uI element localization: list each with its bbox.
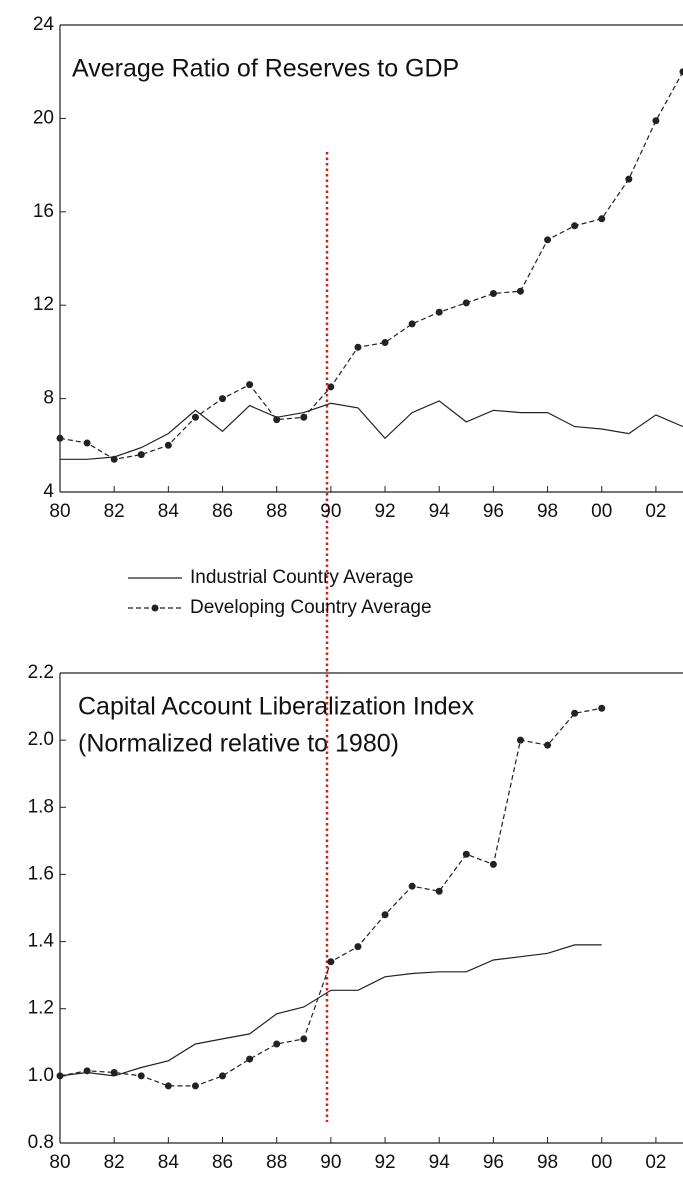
y-tick-label: 2.2 <box>28 662 54 683</box>
x-tick-label: 98 <box>537 1152 558 1173</box>
data-point <box>219 395 226 402</box>
data-point <box>111 1069 118 1076</box>
legend-label: Developing Country Average <box>190 597 432 618</box>
data-point <box>273 416 280 423</box>
x-tick-label: 02 <box>645 1152 666 1173</box>
y-tick-label: 2.0 <box>28 729 54 750</box>
data-point <box>165 442 172 449</box>
data-point <box>354 943 361 950</box>
y-tick-label: 12 <box>33 294 54 315</box>
x-tick-label: 84 <box>158 501 180 522</box>
data-point <box>138 451 145 458</box>
x-tick-label: 80 <box>49 1152 70 1173</box>
data-point <box>436 309 443 316</box>
data-point <box>571 222 578 229</box>
x-tick-label: 96 <box>483 1152 504 1173</box>
y-tick-label: 1.6 <box>28 863 54 884</box>
y-tick-label: 1.2 <box>28 998 54 1019</box>
chart-title: Capital Account Liberalization Index <box>78 693 475 721</box>
x-tick-label: 88 <box>266 501 287 522</box>
data-point <box>57 1072 64 1079</box>
legend-label: Industrial Country Average <box>190 567 414 588</box>
chart-subtitle: (Normalized relative to 1980) <box>78 730 399 758</box>
data-point <box>436 888 443 895</box>
data-point <box>382 911 389 918</box>
x-tick-label: 80 <box>49 501 70 522</box>
data-point <box>300 1035 307 1042</box>
x-tick-label: 84 <box>158 1152 180 1173</box>
data-point <box>327 958 334 965</box>
data-point <box>490 290 497 297</box>
data-point <box>84 1067 91 1074</box>
data-point <box>57 435 64 442</box>
y-tick-label: 24 <box>33 14 55 35</box>
data-point <box>598 215 605 222</box>
x-tick-label: 00 <box>591 1152 612 1173</box>
data-point <box>598 705 605 712</box>
x-tick-label: 82 <box>104 501 125 522</box>
x-tick-label: 96 <box>483 501 504 522</box>
data-point <box>111 456 118 463</box>
data-point <box>625 176 632 183</box>
x-tick-label: 98 <box>537 501 558 522</box>
x-tick-label: 90 <box>320 1152 341 1173</box>
y-tick-label: 1.4 <box>28 931 55 952</box>
x-tick-label: 94 <box>429 501 451 522</box>
data-point <box>463 851 470 858</box>
x-tick-label: 82 <box>104 1152 125 1173</box>
data-point <box>327 383 334 390</box>
x-tick-label: 86 <box>212 501 233 522</box>
data-point <box>273 1040 280 1047</box>
series-line <box>60 72 683 460</box>
data-point <box>84 439 91 446</box>
data-point <box>680 68 683 75</box>
data-point <box>463 299 470 306</box>
data-point <box>246 381 253 388</box>
data-point <box>544 742 551 749</box>
y-tick-label: 8 <box>43 388 54 409</box>
y-tick-label: 1.8 <box>28 796 54 817</box>
x-tick-label: 00 <box>591 501 612 522</box>
series-line <box>60 708 602 1086</box>
data-point <box>192 1082 199 1089</box>
x-tick-label: 94 <box>429 1152 451 1173</box>
x-tick-label: 90 <box>320 501 341 522</box>
data-point <box>165 1082 172 1089</box>
data-point <box>138 1072 145 1079</box>
data-point <box>517 288 524 295</box>
data-point <box>300 414 307 421</box>
data-point <box>354 344 361 351</box>
data-point <box>571 710 578 717</box>
data-point <box>382 339 389 346</box>
x-tick-label: 92 <box>374 1152 395 1173</box>
y-tick-label: 0.8 <box>28 1132 54 1153</box>
data-point <box>246 1056 253 1063</box>
data-point <box>409 883 416 890</box>
data-point <box>219 1072 226 1079</box>
y-tick-label: 1.0 <box>28 1065 54 1086</box>
x-tick-label: 86 <box>212 1152 233 1173</box>
data-point <box>409 320 416 327</box>
data-point <box>517 737 524 744</box>
x-tick-label: 88 <box>266 1152 287 1173</box>
data-point <box>490 861 497 868</box>
x-tick-label: 92 <box>374 501 395 522</box>
data-point <box>544 236 551 243</box>
x-tick-label: 02 <box>645 501 666 522</box>
y-tick-label: 16 <box>33 201 54 222</box>
data-point <box>652 117 659 124</box>
data-point <box>192 414 199 421</box>
y-tick-label: 20 <box>33 107 54 128</box>
y-tick-label: 4 <box>43 481 54 502</box>
chart-title: Average Ratio of Reserves to GDP <box>72 55 459 83</box>
legend-marker <box>152 605 159 612</box>
